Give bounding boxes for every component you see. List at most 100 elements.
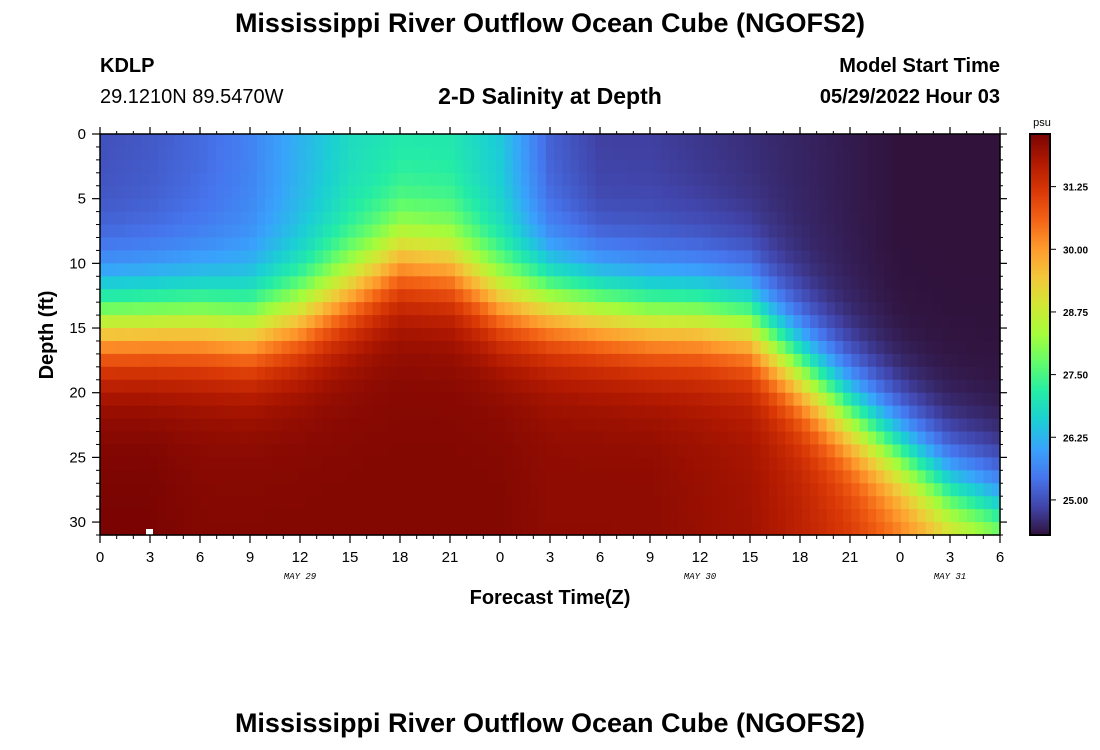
heatmap-cell <box>190 509 200 523</box>
heatmap-cell <box>727 366 737 381</box>
heatmap-cell <box>570 483 580 497</box>
heatmap-cell <box>331 470 341 484</box>
heatmap-cell <box>669 353 679 368</box>
heatmap-cell <box>917 185 927 200</box>
heatmap-cell <box>983 302 993 316</box>
heatmap-cell <box>562 276 572 290</box>
heatmap-cell <box>537 250 547 264</box>
heatmap-cell <box>727 418 737 433</box>
heatmap-cell <box>686 211 696 226</box>
heatmap-cell <box>958 198 968 213</box>
heatmap-cell <box>529 353 539 368</box>
heatmap-cell <box>488 159 497 174</box>
heatmap-cell <box>661 353 671 368</box>
heatmap-cell <box>744 457 753 471</box>
heatmap-cell <box>124 353 134 368</box>
heatmap-cell <box>166 470 175 484</box>
heatmap-cell <box>917 302 927 316</box>
heatmap-cell <box>388 366 398 381</box>
heatmap-cell <box>496 263 506 277</box>
heatmap-cell <box>768 224 778 239</box>
heatmap-cell <box>760 340 770 355</box>
heatmap-cell <box>149 483 159 497</box>
heatmap-cell <box>157 340 167 355</box>
heatmap-cell <box>628 263 638 277</box>
heatmap-cell <box>256 418 266 433</box>
heatmap-cell <box>141 444 151 458</box>
heatmap-cell <box>677 379 687 394</box>
heatmap-cell <box>876 392 886 407</box>
heatmap-cell <box>141 328 151 342</box>
heatmap-cell <box>331 418 341 433</box>
heatmap-cell <box>347 457 357 471</box>
heatmap-cell <box>422 211 431 226</box>
heatmap-cell <box>900 457 910 471</box>
heatmap-cell <box>719 392 729 407</box>
heatmap-cell <box>223 198 233 213</box>
heatmap-cell <box>810 276 819 290</box>
heatmap-cell <box>504 302 514 316</box>
heatmap-cell <box>826 405 836 420</box>
heatmap-cell <box>322 457 332 471</box>
heatmap-cell <box>488 185 497 200</box>
heatmap-cell <box>859 522 869 536</box>
heatmap-cell <box>521 392 530 407</box>
heatmap-cell <box>578 328 588 342</box>
heatmap-cell <box>587 496 597 510</box>
heatmap-cell <box>876 276 886 290</box>
heatmap-cell <box>818 444 828 458</box>
heatmap-cell <box>644 418 654 433</box>
heatmap-cell <box>397 276 407 290</box>
heatmap-cell <box>702 431 712 446</box>
heatmap-cell <box>537 146 547 161</box>
heatmap-cell <box>141 289 151 303</box>
heatmap-cell <box>124 444 134 458</box>
heatmap-cell <box>100 172 109 187</box>
heatmap-cell <box>983 496 993 510</box>
heatmap-cell <box>273 289 283 303</box>
heatmap-cell <box>810 522 819 536</box>
heatmap-cell <box>157 509 167 523</box>
heatmap-cell <box>405 483 415 497</box>
heatmap-cell <box>991 250 1001 264</box>
heatmap-cell <box>430 198 440 213</box>
heatmap-cell <box>570 302 580 316</box>
heatmap-cell <box>785 353 795 368</box>
heatmap-cell <box>388 224 398 239</box>
heatmap-cell <box>702 444 712 458</box>
heatmap-cell <box>240 444 250 458</box>
heatmap-cell <box>446 198 456 213</box>
heatmap-cell <box>281 366 291 381</box>
heatmap-cell <box>537 496 547 510</box>
heatmap-cell <box>677 237 687 252</box>
heatmap-cell <box>818 185 828 200</box>
heatmap-cell <box>397 509 407 523</box>
heatmap-cell <box>966 470 976 484</box>
heatmap-cell <box>983 444 993 458</box>
heatmap-cell <box>438 146 448 161</box>
heatmap-cell <box>504 379 514 394</box>
heatmap-cell <box>661 315 671 329</box>
heatmap-cell <box>537 353 547 368</box>
heatmap-cell <box>232 418 241 433</box>
heatmap-cell <box>355 457 365 471</box>
heatmap-cell <box>752 340 762 355</box>
heatmap-cell <box>801 198 811 213</box>
heatmap-cell <box>942 418 952 433</box>
heatmap-cell <box>917 315 927 329</box>
colorbar-tick-label: 28.75 <box>1063 308 1088 319</box>
heatmap-cell <box>843 134 852 148</box>
heatmap-cell <box>744 366 753 381</box>
heatmap-cell <box>958 366 968 381</box>
heatmap-cell <box>289 496 299 510</box>
heatmap-cell <box>578 379 588 394</box>
heatmap-cell <box>149 366 159 381</box>
heatmap-cell <box>653 250 663 264</box>
heatmap-cell <box>909 328 919 342</box>
heatmap-cell <box>215 328 225 342</box>
heatmap-cell <box>677 134 687 148</box>
heatmap-cell <box>380 159 390 174</box>
heatmap-cell <box>851 379 861 394</box>
heatmap-cell <box>810 172 819 187</box>
heatmap-cell <box>124 522 134 536</box>
